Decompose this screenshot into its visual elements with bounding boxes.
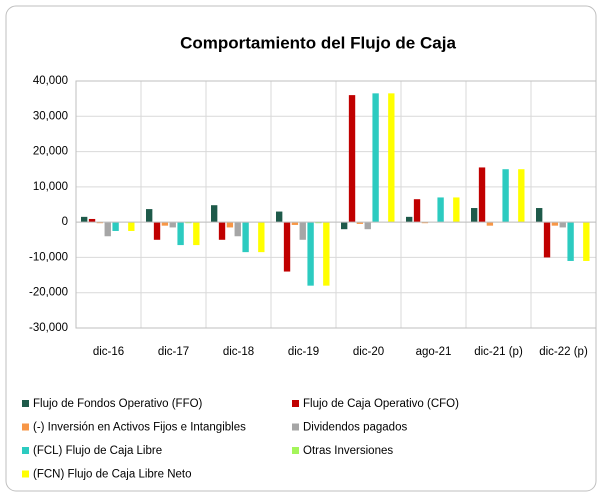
legend-swatch — [292, 400, 299, 407]
chart-frame — [5, 5, 597, 492]
y-tick-label: 20,000 — [33, 146, 68, 158]
y-tick-label: 30,000 — [33, 110, 68, 122]
bar — [315, 222, 322, 224]
bar — [299, 222, 306, 240]
bar — [583, 222, 590, 261]
bar — [559, 222, 566, 228]
y-tick-label: -20,000 — [29, 287, 68, 299]
x-tick-label: dic-20 — [353, 346, 384, 358]
bar — [218, 222, 226, 240]
legend-label: (FCN) Flujo de Caja Libre Neto — [33, 469, 192, 481]
bar — [453, 197, 460, 223]
bar — [276, 211, 283, 223]
legend-swatch — [22, 447, 29, 454]
bar — [543, 222, 551, 258]
y-tick-label: 10,000 — [33, 181, 68, 193]
bar — [341, 222, 348, 230]
bar — [96, 222, 104, 224]
bar — [413, 199, 421, 223]
legend-swatch — [22, 400, 29, 407]
x-tick-label: dic-21 (p) — [474, 346, 523, 358]
bar — [323, 222, 330, 286]
bar — [177, 222, 184, 246]
legend-swatch — [292, 423, 299, 431]
bar — [388, 93, 395, 223]
x-tick-label: dic-19 — [288, 346, 319, 358]
bar — [551, 222, 559, 226]
bar — [348, 95, 356, 223]
y-tick-label: -10,000 — [29, 251, 68, 263]
bar — [364, 222, 371, 230]
y-tick-label: 40,000 — [33, 75, 68, 87]
bar — [161, 222, 169, 226]
bar — [471, 208, 478, 223]
legend-swatch — [22, 470, 29, 478]
y-tick-label: 0 — [62, 216, 68, 228]
x-tick-label: dic-16 — [93, 346, 124, 358]
legend-label: Flujo de Fondos Operativo (FFO) — [33, 398, 203, 410]
bar — [283, 222, 291, 272]
bar — [307, 222, 314, 286]
legend-swatch — [22, 423, 29, 431]
bar — [502, 169, 509, 223]
x-tick-label: dic-18 — [223, 346, 254, 358]
bar — [258, 222, 265, 253]
bar — [193, 222, 200, 246]
bar — [88, 218, 96, 223]
x-tick-label: ago-21 — [416, 346, 452, 358]
bar — [128, 222, 135, 231]
bar — [185, 222, 192, 224]
bar — [242, 222, 249, 253]
plot-border — [75, 80, 597, 329]
bar — [226, 222, 234, 228]
bar — [112, 222, 119, 231]
legend-swatch — [292, 447, 299, 454]
bar — [211, 205, 218, 223]
bar — [104, 222, 111, 237]
legend-label: Otras Inversiones — [303, 445, 393, 457]
bar — [234, 222, 241, 237]
bar — [291, 222, 299, 225]
bar — [81, 216, 88, 223]
bar — [536, 208, 543, 223]
legend-label: (FCL) Flujo de Caja Libre — [33, 445, 162, 457]
bar — [356, 222, 364, 224]
bar — [153, 222, 161, 240]
legend-label: Dividendos pagados — [303, 422, 407, 434]
legend-label: (-) Inversión en Activos Fijos e Intangi… — [33, 422, 246, 434]
bar — [437, 197, 444, 223]
bar — [421, 222, 429, 224]
bar — [486, 222, 494, 226]
x-tick-label: dic-17 — [158, 346, 189, 358]
x-tick-label: dic-22 (p) — [539, 346, 588, 358]
bar — [406, 216, 413, 223]
bar — [518, 169, 525, 223]
bar — [169, 222, 176, 228]
legend-label: Flujo de Caja Operativo (CFO) — [303, 398, 459, 410]
bar — [478, 167, 486, 223]
y-tick-label: -30,000 — [29, 322, 68, 334]
bar — [372, 93, 379, 223]
bar — [146, 209, 153, 223]
bar — [567, 222, 574, 261]
chart-title: Comportamiento del Flujo de Caja — [180, 33, 456, 52]
